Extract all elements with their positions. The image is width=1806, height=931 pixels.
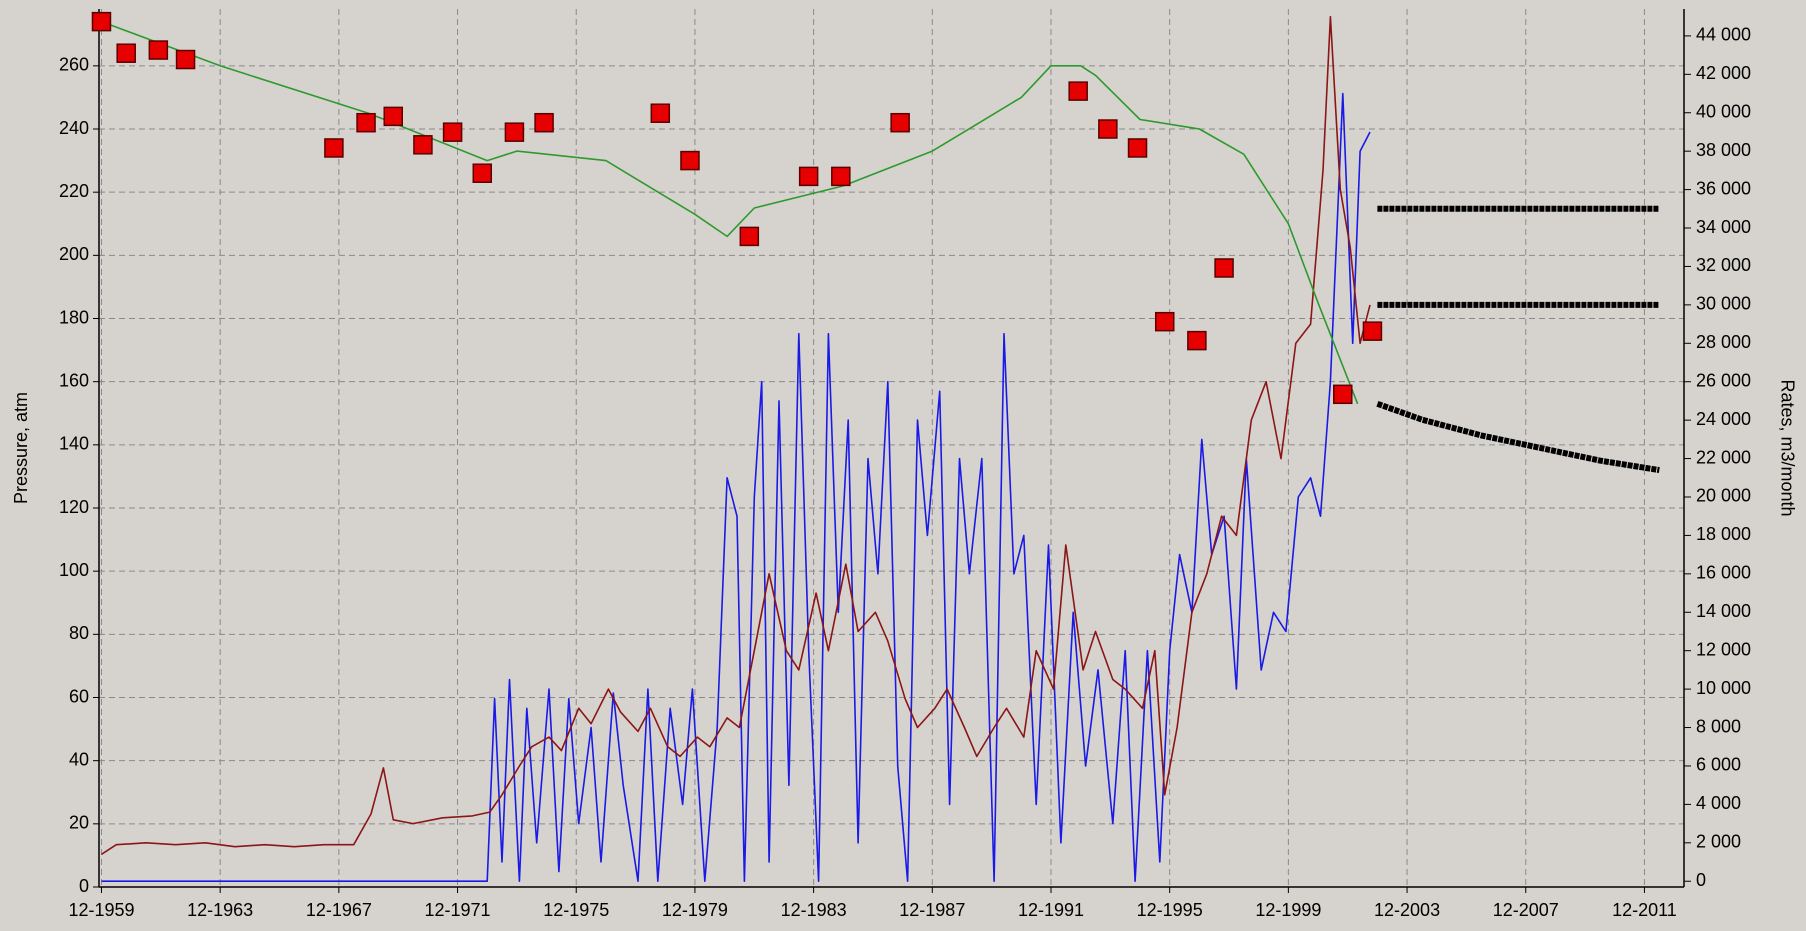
measured-point [504,122,525,142]
series-line [101,20,1359,405]
y2-tick-label: 34 000 [1696,217,1751,237]
y2-tick-label: 36 000 [1696,178,1751,198]
measured-point [650,103,671,123]
measured-point [472,163,493,183]
y-tick-label: 60 [69,686,89,706]
y2-tick-label: 44 000 [1696,25,1751,45]
x-tick-label: 12-1971 [425,900,491,920]
y2-tick-label: 24 000 [1696,409,1751,429]
measured-point [148,40,169,60]
forecast-line [1376,400,1660,474]
y-tick-label: 40 [69,749,89,769]
y-tick-label: 80 [69,623,89,643]
y2-tick-label: 12 000 [1696,639,1751,659]
x-tick-label: 12-1959 [68,900,134,920]
measured-point [356,112,376,133]
y-tick-label: 140 [59,434,89,454]
measured-point [1187,330,1207,351]
x-tick-label: 12-1979 [662,900,728,920]
y-tick-label: 120 [59,497,89,517]
measured-point [383,106,404,127]
measured-point [1127,138,1148,158]
y2-tick-label: 0 [1696,870,1706,890]
x-tick-label: 12-2007 [1493,900,1559,920]
x-tick-label: 12-2003 [1374,900,1440,920]
y2-tick-label: 22 000 [1696,447,1751,467]
x-tick-label: 12-1963 [187,900,253,920]
y2-tick-label: 8 000 [1696,716,1741,736]
measured-point [831,166,851,187]
y2-tick-label: 6 000 [1696,755,1741,775]
series-line [101,15,1371,855]
y-tick-label: 260 [59,55,89,75]
y2-tick-label: 4 000 [1696,793,1741,813]
y-tick-label: 100 [59,560,89,580]
measured-point [1333,384,1353,405]
measured-point [116,43,136,63]
measured-point [680,150,700,171]
y2-tick-label: 32 000 [1696,255,1751,275]
y2-tick-label: 10 000 [1696,678,1751,698]
measured-point [324,138,344,158]
measured-point [890,112,910,133]
x-tick-label: 12-1975 [543,900,609,920]
y-tick-label: 220 [59,181,89,201]
y2-tick-label: 26 000 [1696,370,1751,390]
y2-tick-label: 14 000 [1696,601,1751,621]
measured-point [739,226,760,247]
y-tick-label: 20 [69,813,89,833]
y2-tick-label: 18 000 [1696,524,1751,544]
y-tick-label: 180 [59,307,89,327]
y2-tick-label: 28 000 [1696,332,1751,352]
x-tick-label: 12-1995 [1137,900,1203,920]
measured-point [413,135,433,155]
y-tick-label: 160 [59,370,89,390]
x-tick-label: 12-1987 [899,900,965,920]
y2-tick-label: 30 000 [1696,294,1751,314]
x-tick-label: 12-1999 [1255,900,1321,920]
x-tick-label: 12-2011 [1612,900,1677,920]
measured-point [175,49,196,70]
measured-point [1362,321,1383,341]
measured-point [1154,311,1175,332]
y2-tick-label: 20 000 [1696,486,1751,506]
x-tick-label: 12-1967 [306,900,372,920]
x-tick-label: 12-1991 [1018,900,1084,920]
measured-point [1214,258,1234,278]
y-axis-label: Pressure, atm [11,392,31,504]
y2-tick-label: 40 000 [1696,101,1751,121]
y2-tick-label: 42 000 [1696,63,1751,83]
y-tick-label: 200 [59,244,89,264]
y2-tick-label: 38 000 [1696,140,1751,160]
y-tick-label: 0 [79,876,89,896]
measured-point [1068,81,1088,101]
measured-point [1098,119,1118,139]
y-tick-label: 240 [59,118,89,138]
measured-point [798,166,819,187]
y2-axis-label: Rates, m3/month [1777,379,1797,516]
y2-tick-label: 16 000 [1696,563,1751,583]
y2-tick-label: 2 000 [1696,832,1741,852]
measured-point [534,112,554,133]
measured-point [91,11,112,32]
x-tick-label: 12-1983 [781,900,847,920]
measured-point [442,122,463,142]
